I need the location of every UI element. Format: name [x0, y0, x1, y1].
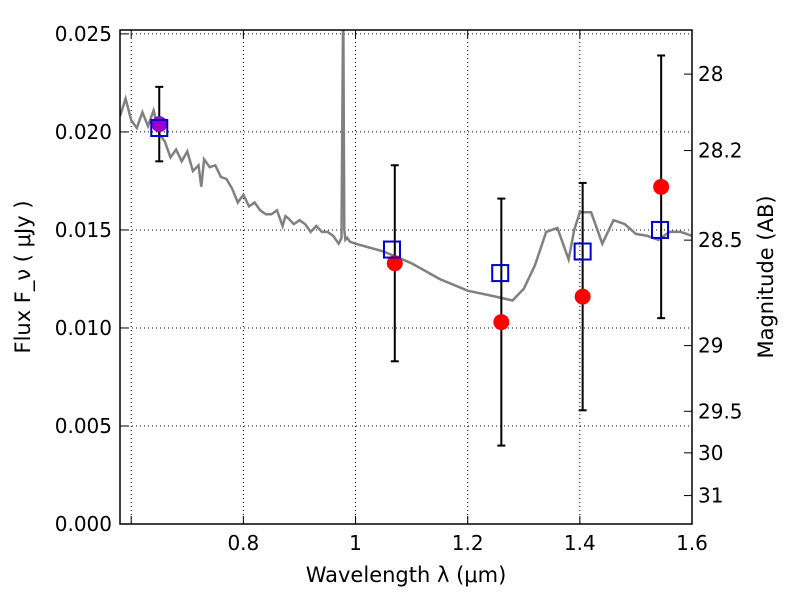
- observed-point: [151, 116, 168, 133]
- observed-point: [386, 255, 403, 272]
- model-point: [573, 242, 592, 261]
- y-tick-label: 0.000: [55, 512, 112, 536]
- x-tick-label: 1.6: [676, 531, 708, 555]
- model-point: [491, 264, 510, 283]
- errorbar-layer: [155, 54, 666, 447]
- model-point: [150, 119, 169, 138]
- observed-point: [493, 314, 510, 331]
- observed-points-layer: [151, 116, 670, 331]
- model-point: [382, 240, 401, 259]
- model-points-layer: [150, 119, 670, 283]
- spectrum-line: [120, 30, 692, 302]
- right-tick-label: 31: [698, 484, 723, 508]
- y-tick-label: 0.010: [55, 316, 112, 340]
- y-tick-label: 0.005: [55, 414, 112, 438]
- right-tick-label: 29.5: [698, 399, 743, 423]
- y-axis-label: Flux F_ν ( μJy ): [11, 200, 36, 353]
- x-tick-labels: 0.8 1 1.2 1.4 1.6: [227, 531, 707, 555]
- x-tick-label: 1.2: [452, 531, 484, 555]
- right-tick-label: 28.2: [698, 139, 743, 163]
- right-tick-labels: 28 28.2 28.5 29 29.5 30 31: [698, 62, 743, 507]
- y-tick-label: 0.015: [55, 218, 112, 242]
- right-tick-label: 30: [698, 441, 723, 465]
- observed-point: [574, 288, 591, 305]
- x-tick-label: 0.8: [227, 531, 259, 555]
- y-tick-label: 0.020: [55, 120, 112, 144]
- grid: [120, 30, 693, 525]
- right-tick-label: 28.5: [698, 228, 743, 252]
- right-tick-label: 29: [698, 334, 723, 358]
- plot-frame: [119, 29, 693, 525]
- right-axis-label: Magnitude (AB): [754, 195, 778, 358]
- x-axis-label: Wavelength λ (μm): [306, 563, 507, 587]
- observed-point: [653, 178, 670, 195]
- x-tick-label: 1: [349, 531, 362, 555]
- right-tick-label: 28: [698, 62, 723, 86]
- y-tick-labels: 0.000 0.005 0.010 0.015 0.020 0.025: [55, 22, 112, 536]
- y-tick-label: 0.025: [55, 22, 112, 46]
- spectrum-layer: [120, 30, 692, 302]
- model-point: [651, 220, 670, 239]
- tick-layer: [120, 30, 693, 525]
- x-tick-label: 1.4: [564, 531, 596, 555]
